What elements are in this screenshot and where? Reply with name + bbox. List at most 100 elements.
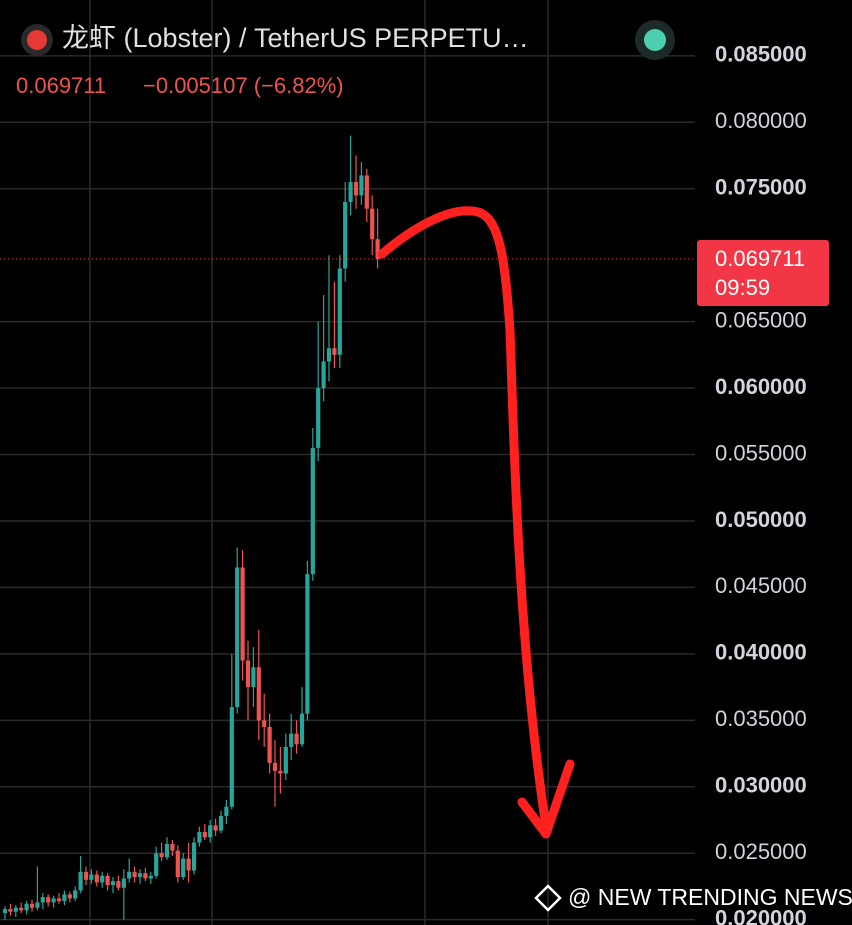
candle-body	[316, 388, 321, 448]
candle-body	[213, 825, 218, 831]
candle-body	[283, 746, 288, 774]
y-tick-label: 0.060000	[715, 374, 807, 399]
candle-body	[224, 806, 229, 817]
v-grid	[89, 0, 549, 925]
candle-body	[170, 843, 175, 851]
candle-body	[148, 875, 153, 879]
coin-icon	[27, 30, 47, 50]
candle-body	[121, 878, 126, 888]
candle-body	[159, 853, 164, 858]
candle-body	[299, 713, 305, 745]
candle-body	[364, 175, 369, 209]
candle-body	[116, 881, 121, 888]
candle-body	[202, 831, 207, 838]
candle-body	[289, 733, 294, 747]
candle-body	[294, 733, 299, 745]
candle-body	[89, 874, 94, 880]
y-tick-label: 0.030000	[715, 773, 807, 798]
candle-body	[326, 348, 332, 362]
candle-body	[321, 361, 326, 389]
candle-body	[278, 770, 283, 774]
price-badge: 0.069711 09:59	[697, 240, 829, 306]
chart-title: 龙虾 (Lobster) / TetherUS PERPETU…	[62, 23, 529, 53]
candle-body	[272, 762, 278, 771]
candle-body	[105, 875, 110, 886]
candle-body	[229, 707, 234, 807]
candle-body	[132, 871, 137, 878]
candle-body	[191, 842, 197, 871]
candle-body	[256, 667, 261, 721]
y-tick-label: 0.075000	[715, 175, 807, 200]
candle-body	[208, 825, 213, 838]
arrow-head	[517, 759, 575, 839]
candle-body	[110, 881, 116, 886]
y-tick-label: 0.035000	[715, 706, 807, 731]
candle-body	[137, 873, 143, 878]
candle-body	[353, 182, 359, 196]
badge-bg	[697, 240, 829, 306]
candle-body	[181, 858, 186, 878]
y-tick-label: 0.085000	[715, 42, 807, 67]
candle-body	[8, 909, 13, 912]
candle-body	[62, 894, 67, 902]
candle-body	[240, 567, 245, 661]
candle-body	[348, 182, 353, 203]
y-tick-label: 0.020000	[715, 905, 807, 925]
candle-body	[35, 902, 40, 908]
y-tick-label: 0.025000	[715, 839, 807, 864]
watermark: @ NEW TRENDING NEWS	[568, 884, 852, 910]
candle-body	[235, 567, 240, 708]
candle-body	[2, 909, 8, 914]
candle-body	[127, 871, 132, 879]
candle-body	[67, 894, 72, 899]
candle-body	[332, 348, 337, 355]
status-dot	[644, 29, 666, 51]
price-change: −0.005107 (−6.82%)	[143, 73, 344, 98]
last-price: 0.069711	[16, 73, 106, 98]
candle-body	[24, 903, 29, 911]
candle-body	[29, 903, 35, 908]
candle-body	[19, 907, 24, 911]
candle-body	[154, 853, 159, 876]
candle-body	[83, 871, 89, 880]
watermark-diamond	[534, 884, 562, 912]
candle-body	[164, 843, 170, 858]
candle-body	[78, 871, 83, 891]
candle-body	[94, 874, 99, 883]
candle-body	[197, 831, 202, 843]
y-tick-label: 0.065000	[715, 307, 807, 332]
candle-body	[56, 898, 62, 902]
candle-body	[186, 858, 191, 871]
candle-body	[175, 850, 180, 878]
candle-body	[375, 239, 380, 260]
candle-body	[310, 447, 315, 575]
candle-body	[370, 208, 375, 240]
candle-body	[305, 574, 310, 714]
y-tick-label: 0.080000	[715, 108, 807, 133]
candle-body	[337, 268, 342, 355]
candle-body	[73, 890, 78, 899]
candle-body	[40, 897, 45, 903]
candle-body	[251, 667, 256, 688]
candle-body	[51, 898, 56, 903]
y-tick-label: 0.050000	[715, 507, 807, 532]
candle-body	[359, 175, 364, 196]
y-tick-label: 0.045000	[715, 573, 807, 598]
candle-body	[343, 202, 348, 269]
candle-body	[100, 875, 105, 883]
candle-body	[143, 873, 148, 879]
arrow	[377, 206, 550, 825]
candle-body	[245, 660, 251, 688]
plot	[0, 55, 695, 921]
candle-body	[267, 726, 272, 763]
candle-body	[218, 816, 224, 831]
candle-body	[262, 720, 267, 727]
y-tick-label: 0.055000	[715, 440, 807, 465]
badge-countdown: 09:59	[715, 275, 770, 300]
watermark-icon	[534, 884, 562, 912]
y-tick-label: 0.040000	[715, 640, 807, 665]
badge-price: 0.069711	[715, 246, 805, 271]
candle-body	[46, 897, 51, 903]
